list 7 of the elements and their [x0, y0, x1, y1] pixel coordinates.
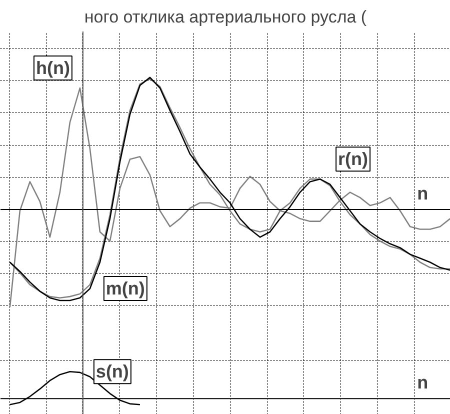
series-label: h(n): [36, 58, 70, 78]
x-axis-title: n: [417, 183, 428, 204]
series-label: m(n): [106, 278, 145, 299]
series-label: s(n): [96, 362, 129, 382]
series-label: r(n): [338, 149, 368, 170]
x-axis-title: n: [417, 372, 428, 393]
chart-title: ного отклика артериального русла (: [84, 8, 367, 26]
